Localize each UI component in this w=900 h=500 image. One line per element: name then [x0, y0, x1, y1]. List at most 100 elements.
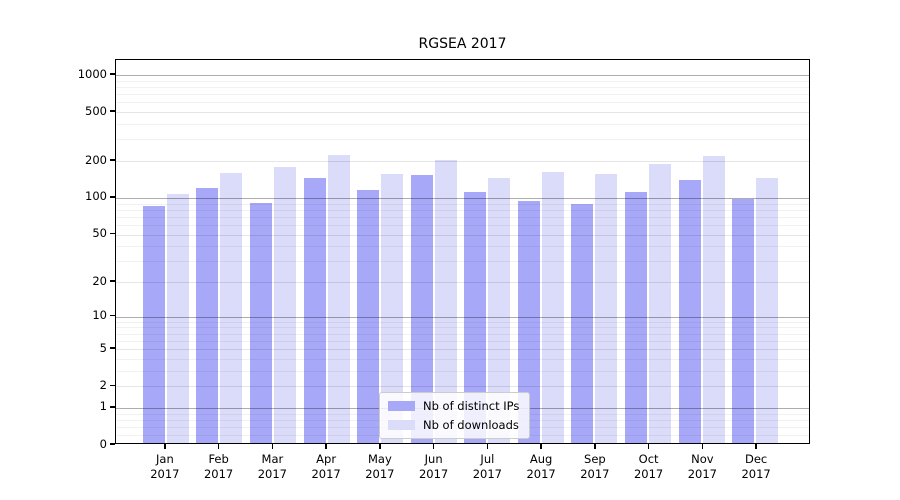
- month-group-jan: [139, 60, 193, 443]
- y-tick-label-1: 1: [99, 399, 107, 414]
- x-tick-label-nov: Nov 2017: [676, 452, 730, 481]
- y-tick-mark-10: [110, 314, 115, 317]
- y-tick-mark-1000: [110, 73, 115, 75]
- month-group-nov: [675, 60, 729, 443]
- bar-nb-of-distinct-ips-sep: [571, 203, 594, 443]
- y-tick-mark-20: [110, 280, 115, 282]
- x-tick-mark-jul: [486, 444, 489, 449]
- x-tick-label-month: Aug: [529, 452, 553, 466]
- x-tick-label-may: May 2017: [353, 452, 407, 481]
- x-tick-mark-nov: [701, 444, 704, 449]
- y-tick-label-20: 20: [92, 273, 107, 288]
- x-tick-mark-mar: [271, 444, 274, 449]
- bar-nb-of-downloads-jan: [166, 193, 189, 443]
- x-tick-label-year: 2017: [203, 466, 234, 481]
- month-group-sep: [568, 60, 622, 443]
- bar-nb-of-downloads-apr: [327, 155, 350, 443]
- bar-nb-of-downloads-dec: [756, 178, 779, 443]
- x-tick-label-aug: Aug 2017: [514, 452, 568, 481]
- y-tick-label-1000: 1000: [77, 66, 107, 81]
- x-tick-slot-aug: [514, 444, 568, 449]
- x-tick-label-month: Apr: [316, 452, 337, 466]
- x-tick-slot-jul: [461, 444, 515, 449]
- month-group-jun: [407, 60, 461, 443]
- bar-nb-of-distinct-ips-apr: [303, 177, 326, 443]
- y-tick-mark-50: [110, 232, 115, 235]
- bar-nb-of-downloads-aug: [541, 171, 564, 443]
- bar-nb-of-distinct-ips-oct: [624, 192, 647, 443]
- x-tick-mark-oct: [647, 444, 650, 449]
- bar-nb-of-distinct-ips-feb: [196, 188, 219, 443]
- y-tick-label-500: 500: [85, 103, 107, 118]
- legend: Nb of distinct IPs Nb of downloads: [379, 392, 531, 439]
- x-tick-slot-mar: [246, 444, 300, 449]
- x-tick-slot-feb: [192, 444, 246, 449]
- y-tick-label-2: 2: [99, 377, 107, 392]
- x-tick-label-year: 2017: [580, 466, 610, 481]
- x-tick-mark-may: [379, 444, 381, 449]
- x-tick-mark-sep: [594, 444, 596, 449]
- x-tick-mark-jan: [164, 444, 166, 449]
- month-group-jul: [460, 60, 514, 443]
- bar-nb-of-downloads-jul: [488, 178, 511, 443]
- y-tick-mark-100: [110, 196, 115, 198]
- bar-nb-of-downloads-sep: [595, 173, 618, 443]
- x-tick-mark-aug: [540, 444, 542, 449]
- x-tick-slot-nov: [676, 444, 730, 449]
- x-tick-label-jul: Jul 2017: [461, 452, 515, 481]
- bar-nb-of-distinct-ips-jan: [142, 205, 165, 443]
- legend-swatch-distinct-ips: [388, 401, 415, 411]
- y-tick-label-200: 200: [85, 152, 107, 167]
- x-tick-label-mar: Mar 2017: [246, 452, 300, 481]
- legend-swatch-downloads: [388, 420, 415, 430]
- bar-nb-of-downloads-may: [381, 173, 404, 443]
- bar-nb-of-distinct-ips-dec: [732, 198, 755, 443]
- bar-nb-of-downloads-jun: [434, 160, 457, 443]
- x-tick-slot-dec: [729, 444, 783, 449]
- x-tick-mark-apr: [325, 444, 327, 449]
- y-tick-mark-1: [110, 406, 115, 408]
- x-tick-label-year: 2017: [418, 466, 449, 481]
- x-tick-slot-may: [353, 444, 407, 449]
- bar-nb-of-distinct-ips-may: [357, 189, 380, 443]
- bar-nb-of-downloads-mar: [273, 167, 296, 443]
- x-tick-label-year: 2017: [687, 466, 718, 481]
- month-group-aug: [514, 60, 568, 443]
- x-tick-mark-dec: [755, 444, 757, 449]
- bar-nb-of-distinct-ips-nov: [678, 179, 701, 443]
- x-tick-label-apr: Apr 2017: [299, 452, 353, 481]
- bars-layer: [116, 60, 809, 443]
- month-group-oct: [621, 60, 675, 443]
- y-tick-mark-500: [110, 110, 115, 112]
- y-tick-mark-0: [110, 443, 115, 445]
- month-group-may: [353, 60, 407, 443]
- legend-row-downloads: Nb of downloads: [388, 418, 519, 432]
- month-group-feb: [193, 60, 247, 443]
- x-tick-label-sep: Sep 2017: [568, 452, 622, 481]
- x-tick-label-month: Jun: [424, 452, 443, 466]
- month-group-apr: [300, 60, 354, 443]
- x-tick-label-feb: Feb 2017: [192, 452, 246, 481]
- x-tick-label-month: Feb: [208, 452, 229, 466]
- x-tick-label-year: 2017: [150, 466, 180, 481]
- x-tick-label-dec: Dec 2017: [729, 452, 783, 481]
- bar-nb-of-distinct-ips-jun: [410, 175, 433, 443]
- x-tick-label-oct: Oct 2017: [622, 452, 676, 481]
- bar-nb-of-downloads-oct: [648, 164, 671, 443]
- x-tick-slot-sep: [568, 444, 622, 449]
- legend-label-downloads: Nb of downloads: [423, 418, 519, 432]
- x-tick-label-month: Dec: [744, 452, 768, 466]
- y-tick-mark-200: [110, 159, 115, 161]
- y-tick-label-0: 0: [99, 436, 107, 451]
- bar-nb-of-distinct-ips-aug: [517, 200, 540, 443]
- x-axis-labels: Jan 2017 Feb 2017 Mar 2017 Apr 2017 May 2017 Jun 20…: [115, 452, 810, 481]
- x-tick-label-year: 2017: [472, 466, 503, 481]
- x-tick-label-year: 2017: [633, 466, 664, 481]
- y-tick-mark-5: [110, 347, 115, 349]
- plot-area: Nb of distinct IPs Nb of downloads: [115, 59, 810, 444]
- bar-nb-of-downloads-nov: [702, 156, 725, 443]
- y-axis-labels: 0 1 2 5 10 20 50 100 200 500 1000: [0, 59, 107, 451]
- x-tick-label-jun: Jun 2017: [407, 452, 461, 481]
- y-tick-label-5: 5: [99, 340, 107, 355]
